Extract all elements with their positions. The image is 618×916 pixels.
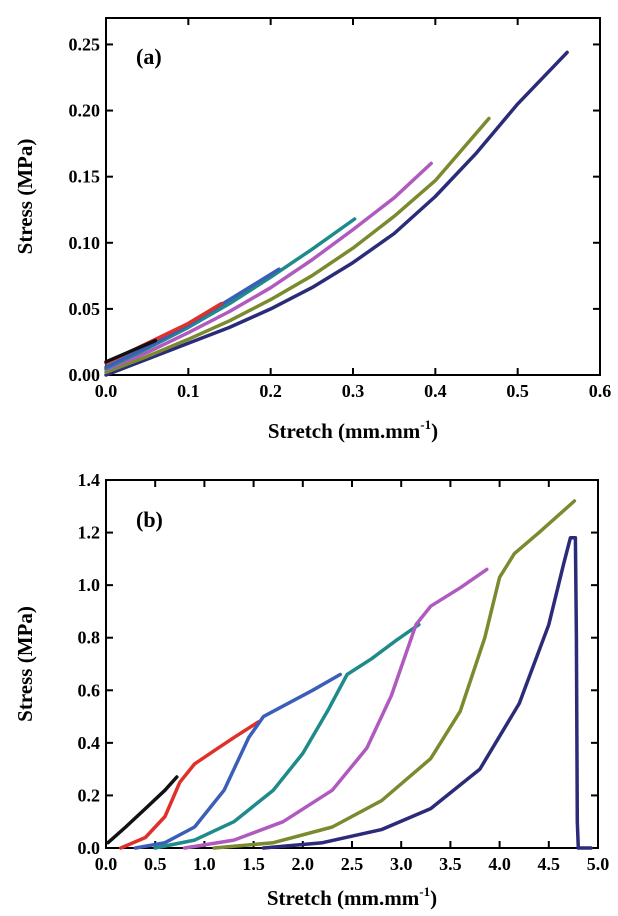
x-axis-title: Stretch (mm.mm-1) <box>267 884 437 910</box>
x-tick-label: 3.5 <box>439 854 462 874</box>
x-tick-label: 5.0 <box>587 854 610 874</box>
y-tick-label: 0.10 <box>69 233 101 253</box>
x-tick-label: 2.0 <box>292 854 315 874</box>
series-line-6 <box>261 536 593 850</box>
series-line-2 <box>104 161 433 372</box>
y-axis-title: Stress (MPa) <box>13 606 37 722</box>
series-line-2 <box>133 672 342 850</box>
y-tick-label: 0.2 <box>78 785 101 805</box>
x-tick-label: 0.0 <box>95 381 118 401</box>
panel-a: 0.0 0.1 0.2 0.3 0.4 0.5 0.6 0.00 0.05 0.10 0.15 0.2… <box>13 17 612 443</box>
x-tick-label: 2.5 <box>341 854 364 874</box>
x-tick-label: 0.6 <box>589 381 612 401</box>
x-tick-label: 0.1 <box>177 381 200 401</box>
x-axis-title: Stretch (mm.mm-1) <box>268 417 438 443</box>
x-tick-label: 0.5 <box>506 381 529 401</box>
y-tick-label: 1.0 <box>78 575 101 595</box>
panel-label: (a) <box>136 44 162 69</box>
series-line-6 <box>104 338 158 364</box>
series-line-1 <box>104 116 491 375</box>
y-tick-label: 0.6 <box>78 680 101 700</box>
panel-label: (b) <box>136 507 163 532</box>
x-tick-label: 4.5 <box>538 854 561 874</box>
y-tick-label: 0.15 <box>69 167 101 187</box>
series-line-4 <box>182 567 489 850</box>
x-tick-label: 1.5 <box>242 854 265 874</box>
y-tick-label: 0.25 <box>69 34 101 54</box>
series-line-0 <box>106 775 179 845</box>
x-tick-label: 0.0 <box>95 854 118 874</box>
x-tick-label: 0.5 <box>144 854 167 874</box>
y-tick-label: 1.2 <box>78 523 101 543</box>
x-tick-label: 3.0 <box>390 854 413 874</box>
y-tick-label: 0.05 <box>69 299 101 319</box>
panel-b: 0.0 0.5 1.0 1.5 2.0 2.5 3.0 3.5 4.0 4.5 5.0 0.0 0.2 0… <box>13 470 609 910</box>
x-tick-label: 0.4 <box>424 381 447 401</box>
x-tick-label: 0.2 <box>259 381 282 401</box>
y-tick-label: 0.20 <box>69 101 101 121</box>
x-tick-label: 4.0 <box>488 854 511 874</box>
plot-frame <box>105 479 599 849</box>
series-line-3 <box>153 622 421 850</box>
x-tick-label: 1.0 <box>193 854 216 874</box>
y-tick-label: 0.8 <box>78 628 101 648</box>
series-line-5 <box>212 499 577 850</box>
y-axis-title: Stress (MPa) <box>13 139 37 255</box>
y-tick-label: 0.0 <box>78 838 101 858</box>
series-line-0 <box>104 50 569 377</box>
y-tick-label: 0.00 <box>69 365 101 385</box>
plot-frame <box>105 17 601 376</box>
series-line-1 <box>119 720 261 850</box>
y-tick-label: 0.4 <box>78 733 101 753</box>
y-tick-label: 1.4 <box>78 470 101 490</box>
x-tick-label: 0.3 <box>342 381 365 401</box>
